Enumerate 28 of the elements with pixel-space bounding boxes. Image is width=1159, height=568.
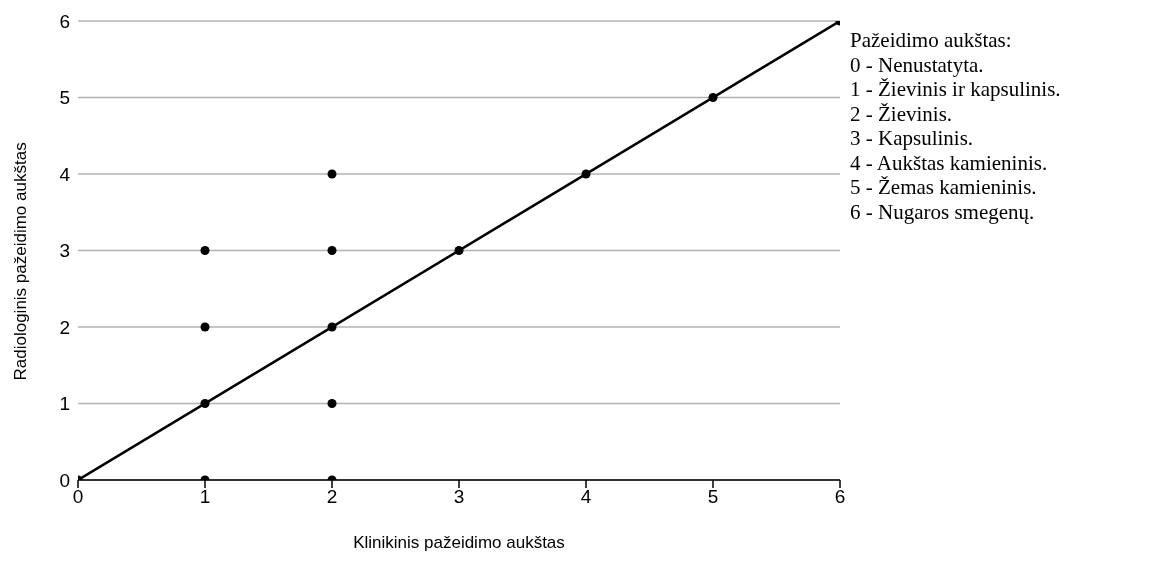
text: 2 - Žievinis. [850,101,954,126]
y-tick-label: 4 [59,163,71,185]
y-tick-label: 6 [59,10,70,32]
point [327,398,337,409]
point [327,245,337,256]
text: 1 - Žievinis ir kapsulinis. [850,77,1061,102]
y-axis-title: Radiologinis pažeidimo aukštas [11,142,31,381]
y-tick-label: 0 [59,469,70,491]
text: 6 - Nugaros smegenų. [850,199,1036,224]
text: 0 - Nenustatyta. [850,52,985,77]
x-tick-label: 4 [580,486,592,508]
x-tick-label: 6 [834,486,846,508]
y-tick-label: 5 [59,87,70,109]
text: Pažeidimo aukštas: [850,28,1013,53]
y-tick-label: 1 [59,393,70,415]
text: 5 - Žemas kamieninis. [850,175,1038,200]
point [200,322,210,332]
x-tick-label: 3 [453,486,465,508]
text: 4 - Aukštas kamieninis. [850,150,1049,175]
y-tick-label: 3 [59,240,70,262]
y-tick-label: 2 [59,316,70,338]
x-tick-label: 1 [199,486,211,508]
x-axis-title: Klinikinis pažeidimo aukštas [353,533,565,552]
x-tick-label: 2 [326,486,338,508]
x-tick-label: 5 [707,486,719,508]
point [327,169,337,179]
point [200,245,210,256]
text: 3 - Kapsulinis. [850,126,975,151]
